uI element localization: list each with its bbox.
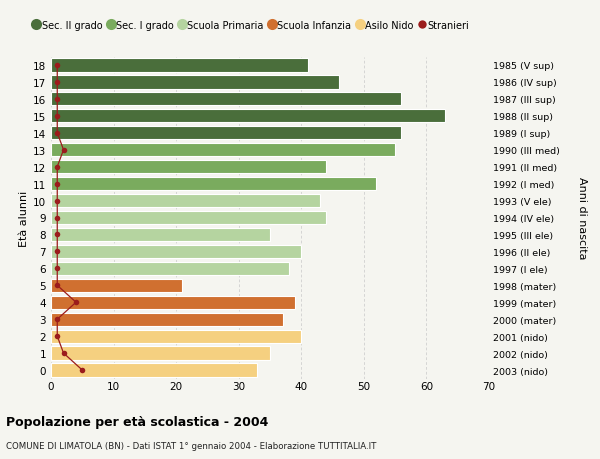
Bar	[51, 178, 376, 191]
Bar	[51, 93, 401, 106]
Bar	[51, 76, 339, 90]
Bar	[51, 296, 295, 309]
Y-axis label: Età alunni: Età alunni	[19, 190, 29, 246]
Point	[52, 282, 62, 289]
Point	[59, 147, 68, 154]
Point	[52, 180, 62, 188]
Point	[52, 113, 62, 120]
Point	[52, 231, 62, 239]
Legend: Sec. II grado, Sec. I grado, Scuola Primaria, Scuola Infanzia, Asilo Nido, Stran: Sec. II grado, Sec. I grado, Scuola Prim…	[34, 21, 469, 30]
Bar	[51, 364, 257, 377]
Bar	[51, 245, 301, 258]
Point	[59, 350, 68, 357]
Point	[52, 130, 62, 137]
Point	[52, 96, 62, 103]
Bar	[51, 161, 326, 174]
Bar	[51, 144, 395, 157]
Bar	[51, 59, 308, 73]
Bar	[51, 110, 445, 123]
Point	[71, 299, 81, 306]
Bar	[51, 262, 289, 275]
Point	[52, 333, 62, 340]
Point	[52, 248, 62, 256]
Point	[52, 62, 62, 69]
Bar	[51, 330, 301, 343]
Point	[52, 79, 62, 86]
Point	[52, 316, 62, 323]
Bar	[51, 279, 182, 292]
Point	[52, 163, 62, 171]
Point	[52, 214, 62, 222]
Bar	[51, 347, 270, 360]
Text: Popolazione per età scolastica - 2004: Popolazione per età scolastica - 2004	[6, 415, 268, 428]
Bar	[51, 195, 320, 208]
Bar	[51, 228, 270, 241]
Bar	[51, 212, 326, 224]
Y-axis label: Anni di nascita: Anni di nascita	[577, 177, 587, 259]
Point	[52, 265, 62, 273]
Text: COMUNE DI LIMATOLA (BN) - Dati ISTAT 1° gennaio 2004 - Elaborazione TUTTITALIA.I: COMUNE DI LIMATOLA (BN) - Dati ISTAT 1° …	[6, 441, 376, 450]
Point	[77, 367, 87, 374]
Point	[52, 197, 62, 205]
Bar	[51, 127, 401, 140]
Bar	[51, 313, 283, 326]
